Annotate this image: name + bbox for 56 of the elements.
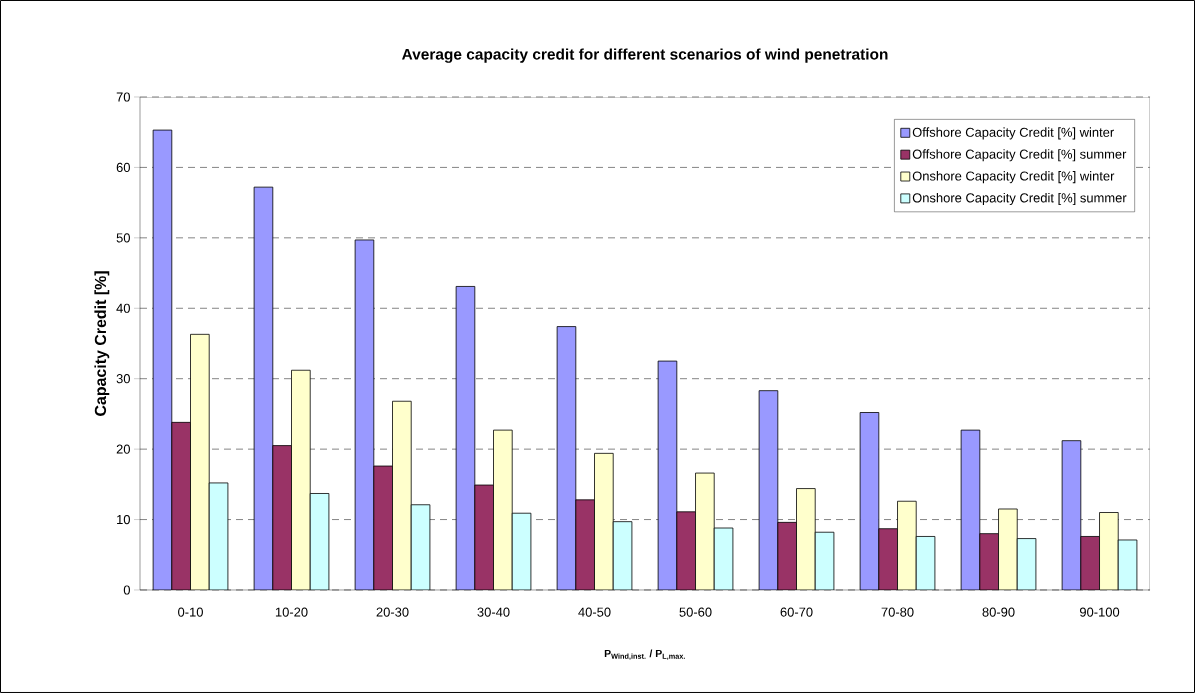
chart-title: Average capacity credit for different scenarios of wind penetration [401, 48, 888, 63]
legend-label: Onshore Capacity Credit [%] summer [912, 192, 1127, 206]
y-tick-label: 40 [116, 303, 130, 313]
legend-label: Offshore Capacity Credit [%] summer [912, 149, 1127, 162]
bar [758, 390, 779, 590]
bar [291, 369, 311, 590]
bar [152, 129, 173, 590]
bar [474, 484, 494, 590]
bar [859, 412, 880, 590]
y-tick-label: 0 [123, 585, 130, 595]
bar [979, 533, 999, 590]
bar [354, 239, 375, 590]
bar [493, 429, 513, 590]
bar [373, 465, 393, 590]
bar [253, 186, 274, 590]
bar [455, 286, 476, 590]
y-tick-label: 10 [117, 514, 130, 525]
bar [1080, 536, 1100, 590]
bar [272, 445, 292, 590]
y-tick-label: 70 [116, 92, 130, 102]
bar [171, 421, 191, 590]
x-tick-label: 0-10 [178, 607, 203, 617]
y-axis-title: Capacity Credit [%] [94, 271, 110, 416]
x-tick-label: 30-40 [477, 607, 510, 617]
legend-label: Offshore Capacity Credit [%] winter [912, 127, 1114, 140]
bar [392, 400, 412, 590]
y-tick-label: 30 [116, 374, 130, 384]
bar [556, 326, 577, 590]
bar [594, 452, 614, 590]
bar [695, 472, 715, 590]
bar [676, 511, 696, 590]
y-tick-label: 20 [116, 444, 130, 454]
bar [1099, 512, 1119, 590]
bar [777, 521, 797, 590]
x-axis-title: P$_{Wind,inst.}$ / P$_{L,max.}$ [604, 649, 685, 660]
x-tick-label: 10-20 [275, 607, 308, 617]
y-tick-label: 60 [116, 162, 130, 172]
bar [410, 504, 431, 590]
bar [998, 508, 1018, 590]
bar [1061, 440, 1082, 590]
x-tick-label: 70-80 [881, 607, 914, 617]
bar [796, 488, 816, 590]
x-tick-label: 20-30 [376, 607, 409, 617]
bar [897, 500, 917, 590]
x-tick-label: 40-50 [578, 607, 611, 617]
y-tick-label: 50 [116, 233, 130, 243]
bar [878, 528, 898, 590]
x-tick-label: 90-100 [1079, 607, 1120, 617]
bar [960, 429, 981, 590]
legend-label: Onshore Capacity Credit [%] winter [912, 171, 1115, 184]
bar [190, 333, 210, 590]
bar [657, 360, 678, 590]
bar [575, 499, 595, 590]
x-tick-label: 50-60 [679, 607, 712, 617]
x-tick-label: 60-70 [780, 607, 813, 617]
x-tick-label: 80-90 [982, 607, 1015, 617]
